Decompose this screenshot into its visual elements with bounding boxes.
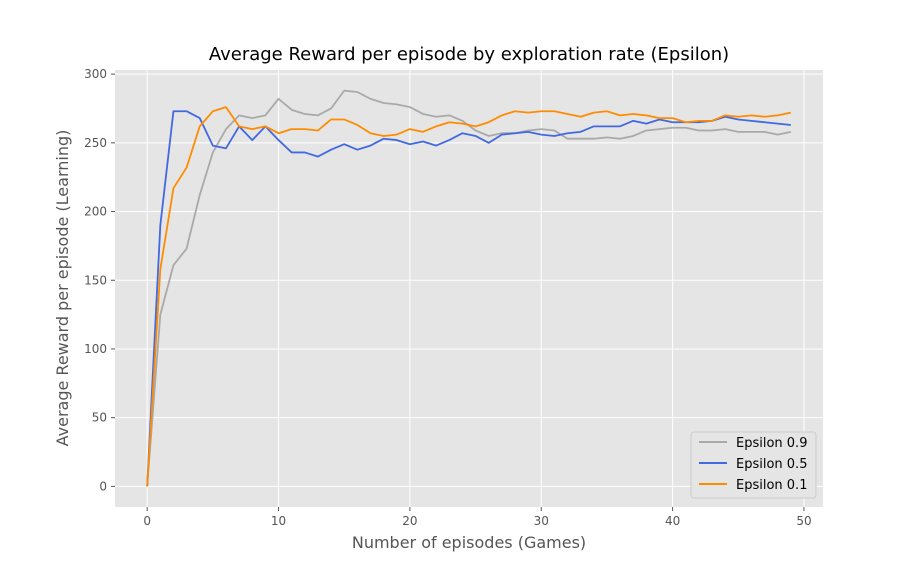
y-tick-label: 200 xyxy=(84,205,107,219)
y-tick-label: 100 xyxy=(84,342,107,356)
x-tick-label: 0 xyxy=(143,514,151,528)
legend-label: Epsilon 0.5 xyxy=(736,457,807,472)
x-axis-label: Number of episodes (Games) xyxy=(352,533,586,552)
y-tick-label: 50 xyxy=(92,411,107,425)
legend-label: Epsilon 0.1 xyxy=(736,478,807,493)
x-axis-ticks: 0 10 20 30 40 50 xyxy=(143,507,812,528)
x-tick-label: 50 xyxy=(796,514,811,528)
x-tick-label: 20 xyxy=(402,514,417,528)
y-tick-label: 250 xyxy=(84,136,107,150)
series-lines xyxy=(146,89,792,487)
x-tick-label: 30 xyxy=(534,514,549,528)
x-tick-label: 40 xyxy=(665,514,680,528)
y-tick-label: 300 xyxy=(84,67,107,81)
series-line-epsilon-0-1 xyxy=(146,106,792,487)
y-tick-label: 150 xyxy=(84,273,107,287)
legend: Epsilon 0.9 Epsilon 0.5 Epsilon 0.1 xyxy=(690,431,817,499)
legend-box xyxy=(690,431,817,499)
chart-title: Average Reward per episode by exploratio… xyxy=(209,44,729,65)
y-tick-label: 0 xyxy=(99,479,107,493)
legend-label: Epsilon 0.9 xyxy=(736,436,807,451)
x-tick-label: 10 xyxy=(271,514,286,528)
y-axis-label: Average Reward per episode (Learning) xyxy=(53,130,72,447)
y-axis-ticks: 0 50 100 150 200 250 300 xyxy=(84,67,115,493)
